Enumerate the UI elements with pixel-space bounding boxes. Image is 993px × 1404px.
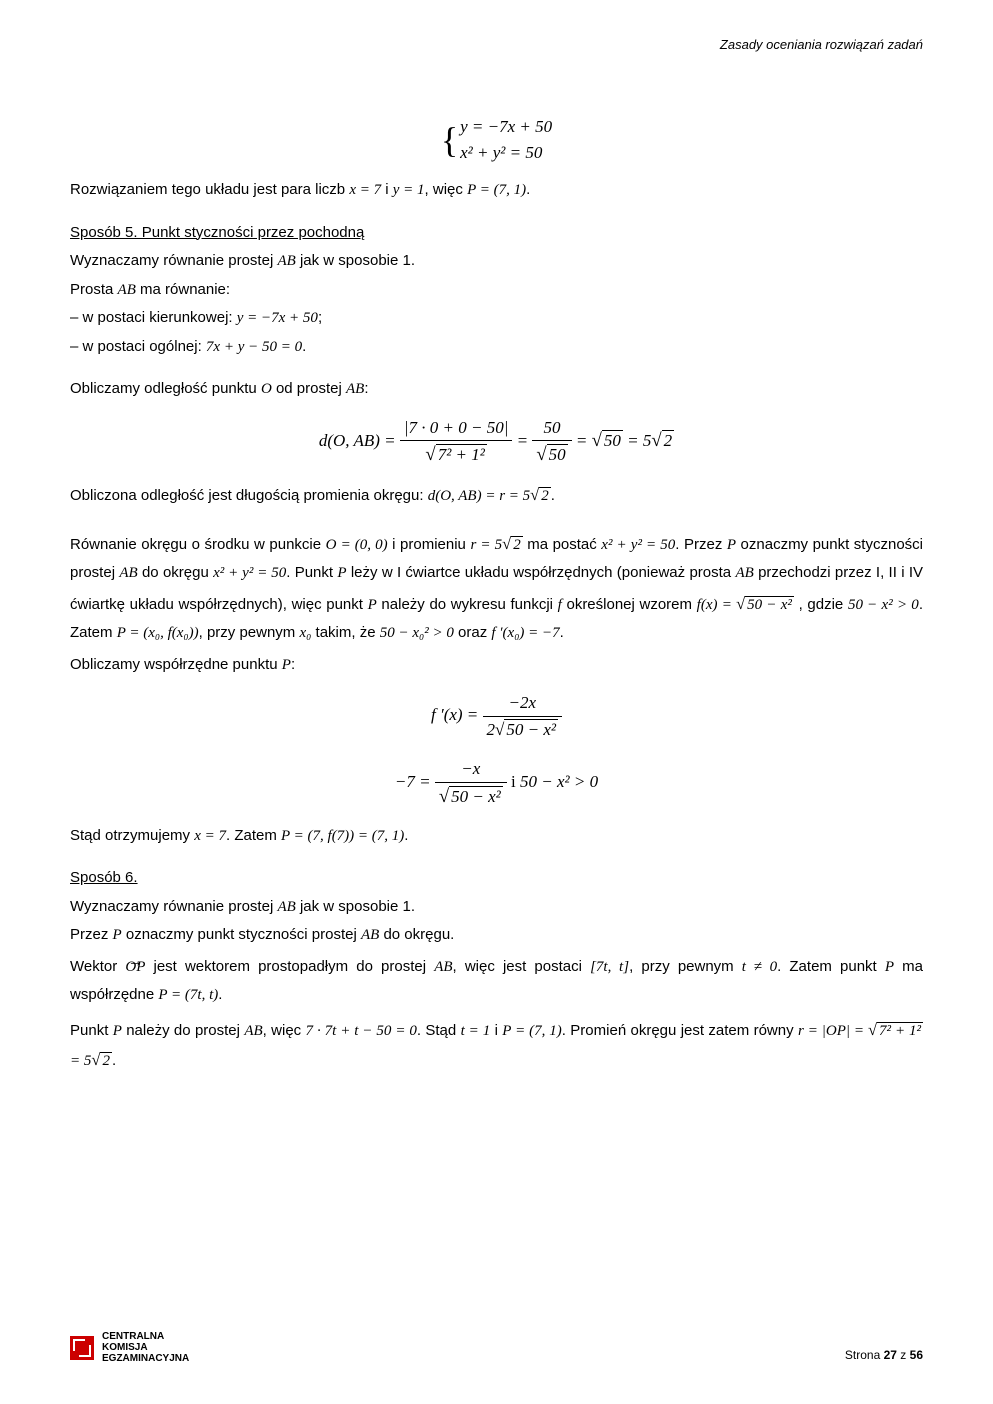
paragraph: Przez P oznaczmy punkt styczności proste… [70,924,923,947]
method-5-title: Sposób 5. Punkt styczności przez pochodn… [70,222,923,245]
paragraph: – w postaci kierunkowej: y = −7x + 50; [70,307,923,330]
logo-text: CENTRALNA KOMISJA EGZAMINACYJNA [102,1331,189,1364]
equation-system: { y = −7x + 50 x² + y² = 50 [70,114,923,165]
header-label: Zasady oceniania rozwiązań zadań [720,35,923,55]
distance-equation: d(O, AB) = |7 · 0 + 0 − 50|√7² + 1² = 50… [70,415,923,470]
footer: CENTRALNA KOMISJA EGZAMINACYJNA Strona 2… [70,1331,923,1364]
paragraph: Wektor →OP jest wektorem prostopadłym do… [70,953,923,1009]
logo-icon [70,1336,94,1360]
eq-line-2: x² + y² = 50 [460,143,542,162]
paragraph: Obliczamy odległość punktu O od prostej … [70,378,923,401]
paragraph: Wyznaczamy równanie prostej AB jak w spo… [70,250,923,273]
paragraph: Obliczona odległość jest długością promi… [70,483,923,508]
paragraph: Obliczamy współrzędne punktu P: [70,654,923,677]
paragraph: Punkt P należy do prostej AB, więc 7 · 7… [70,1015,923,1075]
paragraph: Prosta AB ma równanie: [70,279,923,302]
page-number: Strona 27 z 56 [845,1346,923,1364]
solve-equation: −7 = −x√50 − x² i 50 − x² > 0 [70,756,923,811]
paragraph: Stąd otrzymujemy x = 7. Zatem P = (7, f(… [70,825,923,848]
method-6-title: Sposób 6. [70,867,923,890]
derivative-equation: f ′(x) = −2x2√50 − x² [70,690,923,742]
eq-line-1: y = −7x + 50 [460,117,552,136]
paragraph: Rozwiązaniem tego układu jest para liczb… [70,179,923,202]
paragraph: Równanie okręgu o środku w punkcie O = (… [70,528,923,648]
logo: CENTRALNA KOMISJA EGZAMINACYJNA [70,1331,189,1364]
paragraph: – w postaci ogólnej: 7x + y − 50 = 0. [70,336,923,359]
paragraph: Wyznaczamy równanie prostej AB jak w spo… [70,896,923,919]
